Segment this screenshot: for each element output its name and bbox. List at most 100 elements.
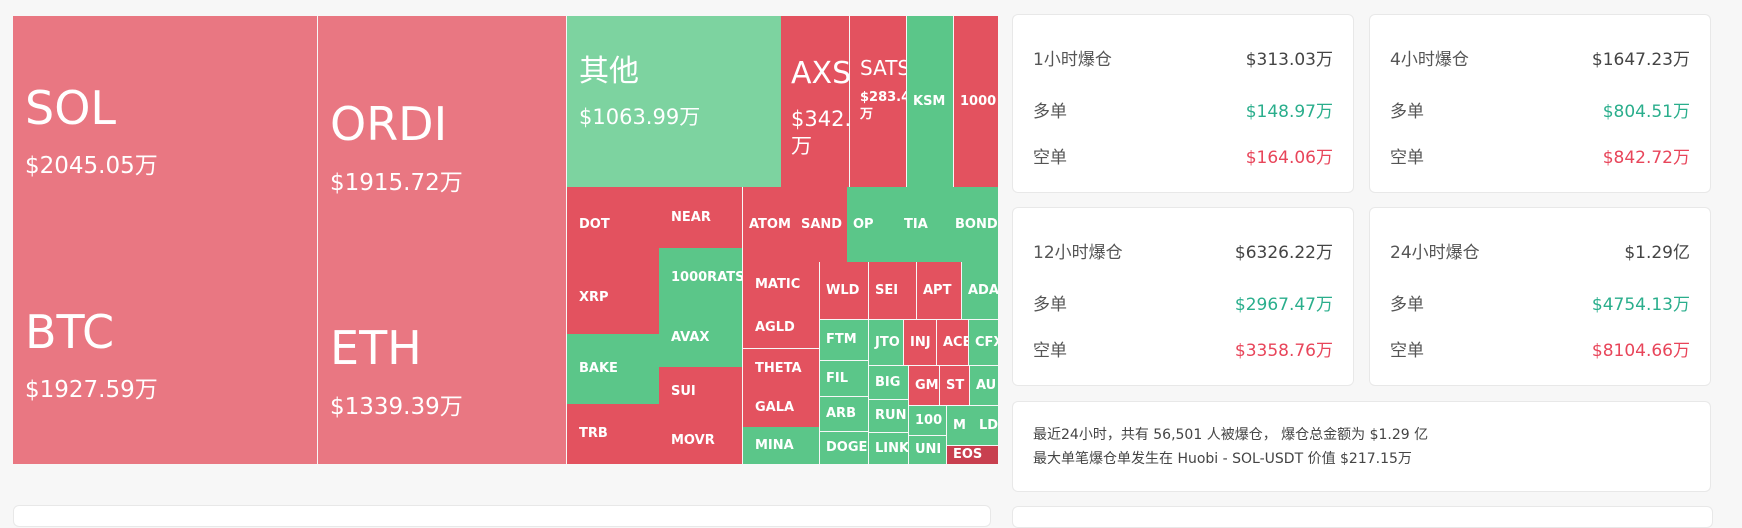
treemap-tile-gala[interactable]: GALA	[743, 388, 819, 427]
tile-value: $2045.05万	[25, 153, 158, 180]
stat-value: $148.97万	[1245, 102, 1333, 122]
treemap-tile-inj[interactable]: INJ	[904, 320, 936, 365]
treemap-tile-btc[interactable]: BTC $1927.59万	[13, 247, 317, 464]
treemap-tile-ld[interactable]: LD	[973, 406, 998, 445]
treemap-tile-st[interactable]: ST	[940, 366, 969, 405]
stat-value: $313.03万	[1245, 50, 1333, 70]
stat-label: 多单	[1033, 102, 1067, 122]
treemap-tile-matic[interactable]: MATIC	[743, 262, 819, 308]
tile-label: JTO	[875, 334, 900, 350]
treemap-tile-jto[interactable]: JTO	[869, 320, 903, 365]
tile-label: MATIC	[755, 277, 801, 293]
tile-label: AXS	[791, 56, 849, 91]
stat-value: $3358.76万	[1234, 341, 1333, 361]
stat-long-row: 多单 $4754.13万	[1390, 290, 1690, 315]
stat-long-row: 多单 $804.51万	[1390, 97, 1690, 122]
tile-label: M	[953, 417, 966, 433]
treemap-tile-movr[interactable]: MOVR	[659, 417, 742, 464]
treemap-tile-sand[interactable]: SAND	[795, 187, 847, 262]
treemap-tile-axs[interactable]: AXS $342.58万	[781, 16, 849, 187]
treemap-tile-apt[interactable]: APT	[917, 262, 961, 319]
treemap-tile-agld[interactable]: AGLD	[743, 308, 819, 348]
treemap-tile-eth[interactable]: ETH $1339.39万	[318, 280, 566, 464]
treemap-tile-trb[interactable]: TRB	[567, 404, 659, 464]
tile-value: $1927.59万	[25, 377, 158, 404]
treemap-tile-100[interactable]: 100	[909, 406, 946, 435]
stat-label: 12小时爆仓	[1033, 243, 1123, 263]
treemap-tile-big[interactable]: BIG	[869, 366, 908, 399]
stat-label: 空单	[1033, 148, 1067, 168]
tile-label: APT	[923, 282, 952, 298]
treemap-tile-m[interactable]: M	[947, 406, 973, 445]
stat-short-row: 空单 $164.06万	[1033, 143, 1333, 168]
treemap-tile-1000[interactable]: 1000	[954, 16, 998, 187]
treemap-tile-sei[interactable]: SEI	[869, 262, 916, 319]
treemap-tile-sats[interactable]: SATS $283.4万	[850, 16, 906, 187]
treemap-tile-doge[interactable]: DOGE	[820, 432, 868, 464]
treemap-tile-mina[interactable]: MINA	[743, 427, 819, 464]
tile-label: ORDI	[330, 97, 448, 152]
treemap-tile-tia[interactable]: TIA	[898, 187, 949, 262]
tile-label: 100	[915, 412, 943, 428]
treemap-tile-sui[interactable]: SUI	[659, 367, 742, 417]
treemap-tile-gm[interactable]: GM	[909, 366, 939, 405]
treemap-tile-fil[interactable]: FIL	[820, 361, 868, 396]
treemap-tile-ada[interactable]: ADA	[962, 262, 998, 319]
treemap-tile-link[interactable]: LINK	[869, 433, 908, 464]
treemap-tile-bond[interactable]: BOND	[949, 187, 998, 262]
stat-value: $4754.13万	[1591, 295, 1690, 315]
treemap-tile-wld[interactable]: WLD	[820, 262, 868, 319]
treemap-tile-xrp[interactable]: XRP	[567, 262, 659, 334]
treemap-tile-bake[interactable]: BAKE	[567, 334, 659, 404]
treemap-tile-near[interactable]: NEAR	[659, 187, 742, 248]
stat-short-row: 空单 $8104.66万	[1390, 336, 1690, 361]
stat-label: 1小时爆仓	[1033, 50, 1112, 70]
stat-value: $804.51万	[1602, 102, 1690, 122]
tile-label: GALA	[755, 399, 795, 415]
treemap-tile-au[interactable]: AU	[970, 366, 998, 405]
treemap-tile-ace[interactable]: ACE	[937, 320, 968, 365]
stat-value: $6326.22万	[1234, 243, 1333, 263]
stat-total-row: 12小时爆仓 $6326.22万	[1033, 238, 1333, 263]
lower-panel-left	[13, 505, 991, 527]
tile-label: 1000	[960, 93, 997, 109]
tile-label: FTM	[826, 332, 857, 348]
tile-label: 其他	[579, 54, 639, 89]
tile-label: TRB	[579, 426, 608, 442]
treemap-tile-arb[interactable]: ARB	[820, 397, 868, 431]
treemap-tile-dot[interactable]: DOT	[567, 187, 659, 262]
tile-label: SUI	[671, 384, 696, 400]
stat-value: $2967.47万	[1234, 295, 1333, 315]
tile-label: AVAX	[671, 329, 710, 345]
tile-label: LINK	[875, 440, 908, 456]
tile-label: KSM	[913, 93, 946, 109]
tile-label: OP	[853, 216, 874, 232]
treemap-tile-其他[interactable]: 其他 $1063.99万	[567, 16, 781, 187]
treemap-tile-cfx[interactable]: CFX	[969, 320, 998, 365]
treemap-tile-theta[interactable]: THETA	[743, 349, 819, 388]
treemap-tile-1000rats[interactable]: 1000RATS	[659, 248, 742, 308]
treemap-tile-atom[interactable]: ATOM	[743, 187, 795, 262]
treemap-tile-ordi[interactable]: ORDI $1915.72万	[318, 16, 566, 280]
treemap-tile-ksm[interactable]: KSM	[907, 16, 953, 187]
tile-label: TIA	[904, 216, 928, 232]
tile-label: SAND	[801, 216, 843, 232]
treemap-tile-eos[interactable]: EOS	[947, 446, 998, 464]
summary-card: 最近24小时，共有 56,501 人被爆仓， 爆仓总金额为 $1.29 亿 最大…	[1012, 401, 1711, 492]
liquidation-treemap: SOL $2045.05万 BTC $1927.59万 ORDI $1915.72万 ETH…	[13, 16, 998, 464]
stat-total-row: 1小时爆仓 $313.03万	[1033, 45, 1333, 70]
treemap-tile-run[interactable]: RUN	[869, 400, 908, 432]
stat-value: $8104.66万	[1591, 341, 1690, 361]
tile-label: BOND	[955, 216, 998, 232]
tile-label: ACE	[943, 334, 968, 350]
treemap-tile-ftm[interactable]: FTM	[820, 320, 868, 360]
tile-label: BTC	[25, 304, 115, 359]
stat-label: 多单	[1033, 295, 1067, 315]
stat-card-12h: 12小时爆仓 $6326.22万 多单 $2967.47万 空单 $3358.76万	[1012, 207, 1354, 386]
treemap-tile-avax[interactable]: AVAX	[659, 308, 742, 367]
treemap-tile-sol[interactable]: SOL $2045.05万	[13, 16, 317, 247]
stat-card-24h: 24小时爆仓 $1.29亿 多单 $4754.13万 空单 $8104.66万	[1369, 207, 1711, 386]
treemap-tile-uni[interactable]: UNI	[909, 436, 946, 464]
tile-label: ST	[946, 377, 965, 393]
treemap-tile-op[interactable]: OP	[847, 187, 898, 262]
